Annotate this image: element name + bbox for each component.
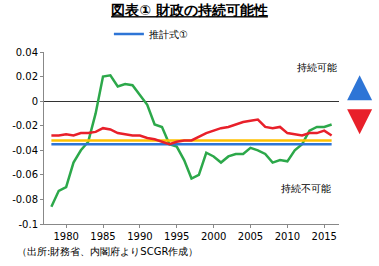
svg-text:0: 0	[32, 96, 38, 107]
svg-text:2015: 2015	[312, 231, 337, 242]
svg-text:持続可能: 持続可能	[297, 62, 337, 73]
svg-text:0.02: 0.02	[16, 71, 38, 82]
svg-text:-0.02: -0.02	[12, 120, 38, 131]
svg-text:2010: 2010	[275, 231, 300, 242]
svg-text:1980: 1980	[53, 231, 78, 242]
svg-text:1990: 1990	[127, 231, 152, 242]
svg-text:-0.08: -0.08	[12, 194, 38, 205]
svg-text:0.04: 0.04	[16, 47, 38, 58]
svg-text:1985: 1985	[90, 231, 115, 242]
svg-text:（出所:財務省、内閣府よりSCGR作成）: （出所:財務省、内閣府よりSCGR作成）	[17, 246, 198, 257]
svg-text:持続不可能: 持続不可能	[281, 183, 331, 194]
svg-text:1995: 1995	[164, 231, 189, 242]
svg-text:推計式①: 推計式①	[149, 29, 188, 40]
svg-text:-0.1: -0.1	[18, 219, 38, 230]
svg-text:-0.04: -0.04	[12, 145, 38, 156]
svg-text:2000: 2000	[201, 231, 226, 242]
svg-text:図表① 財政の持続可能性: 図表① 財政の持続可能性	[111, 2, 268, 18]
svg-text:2005: 2005	[238, 231, 263, 242]
svg-text:-0.06: -0.06	[12, 169, 38, 180]
